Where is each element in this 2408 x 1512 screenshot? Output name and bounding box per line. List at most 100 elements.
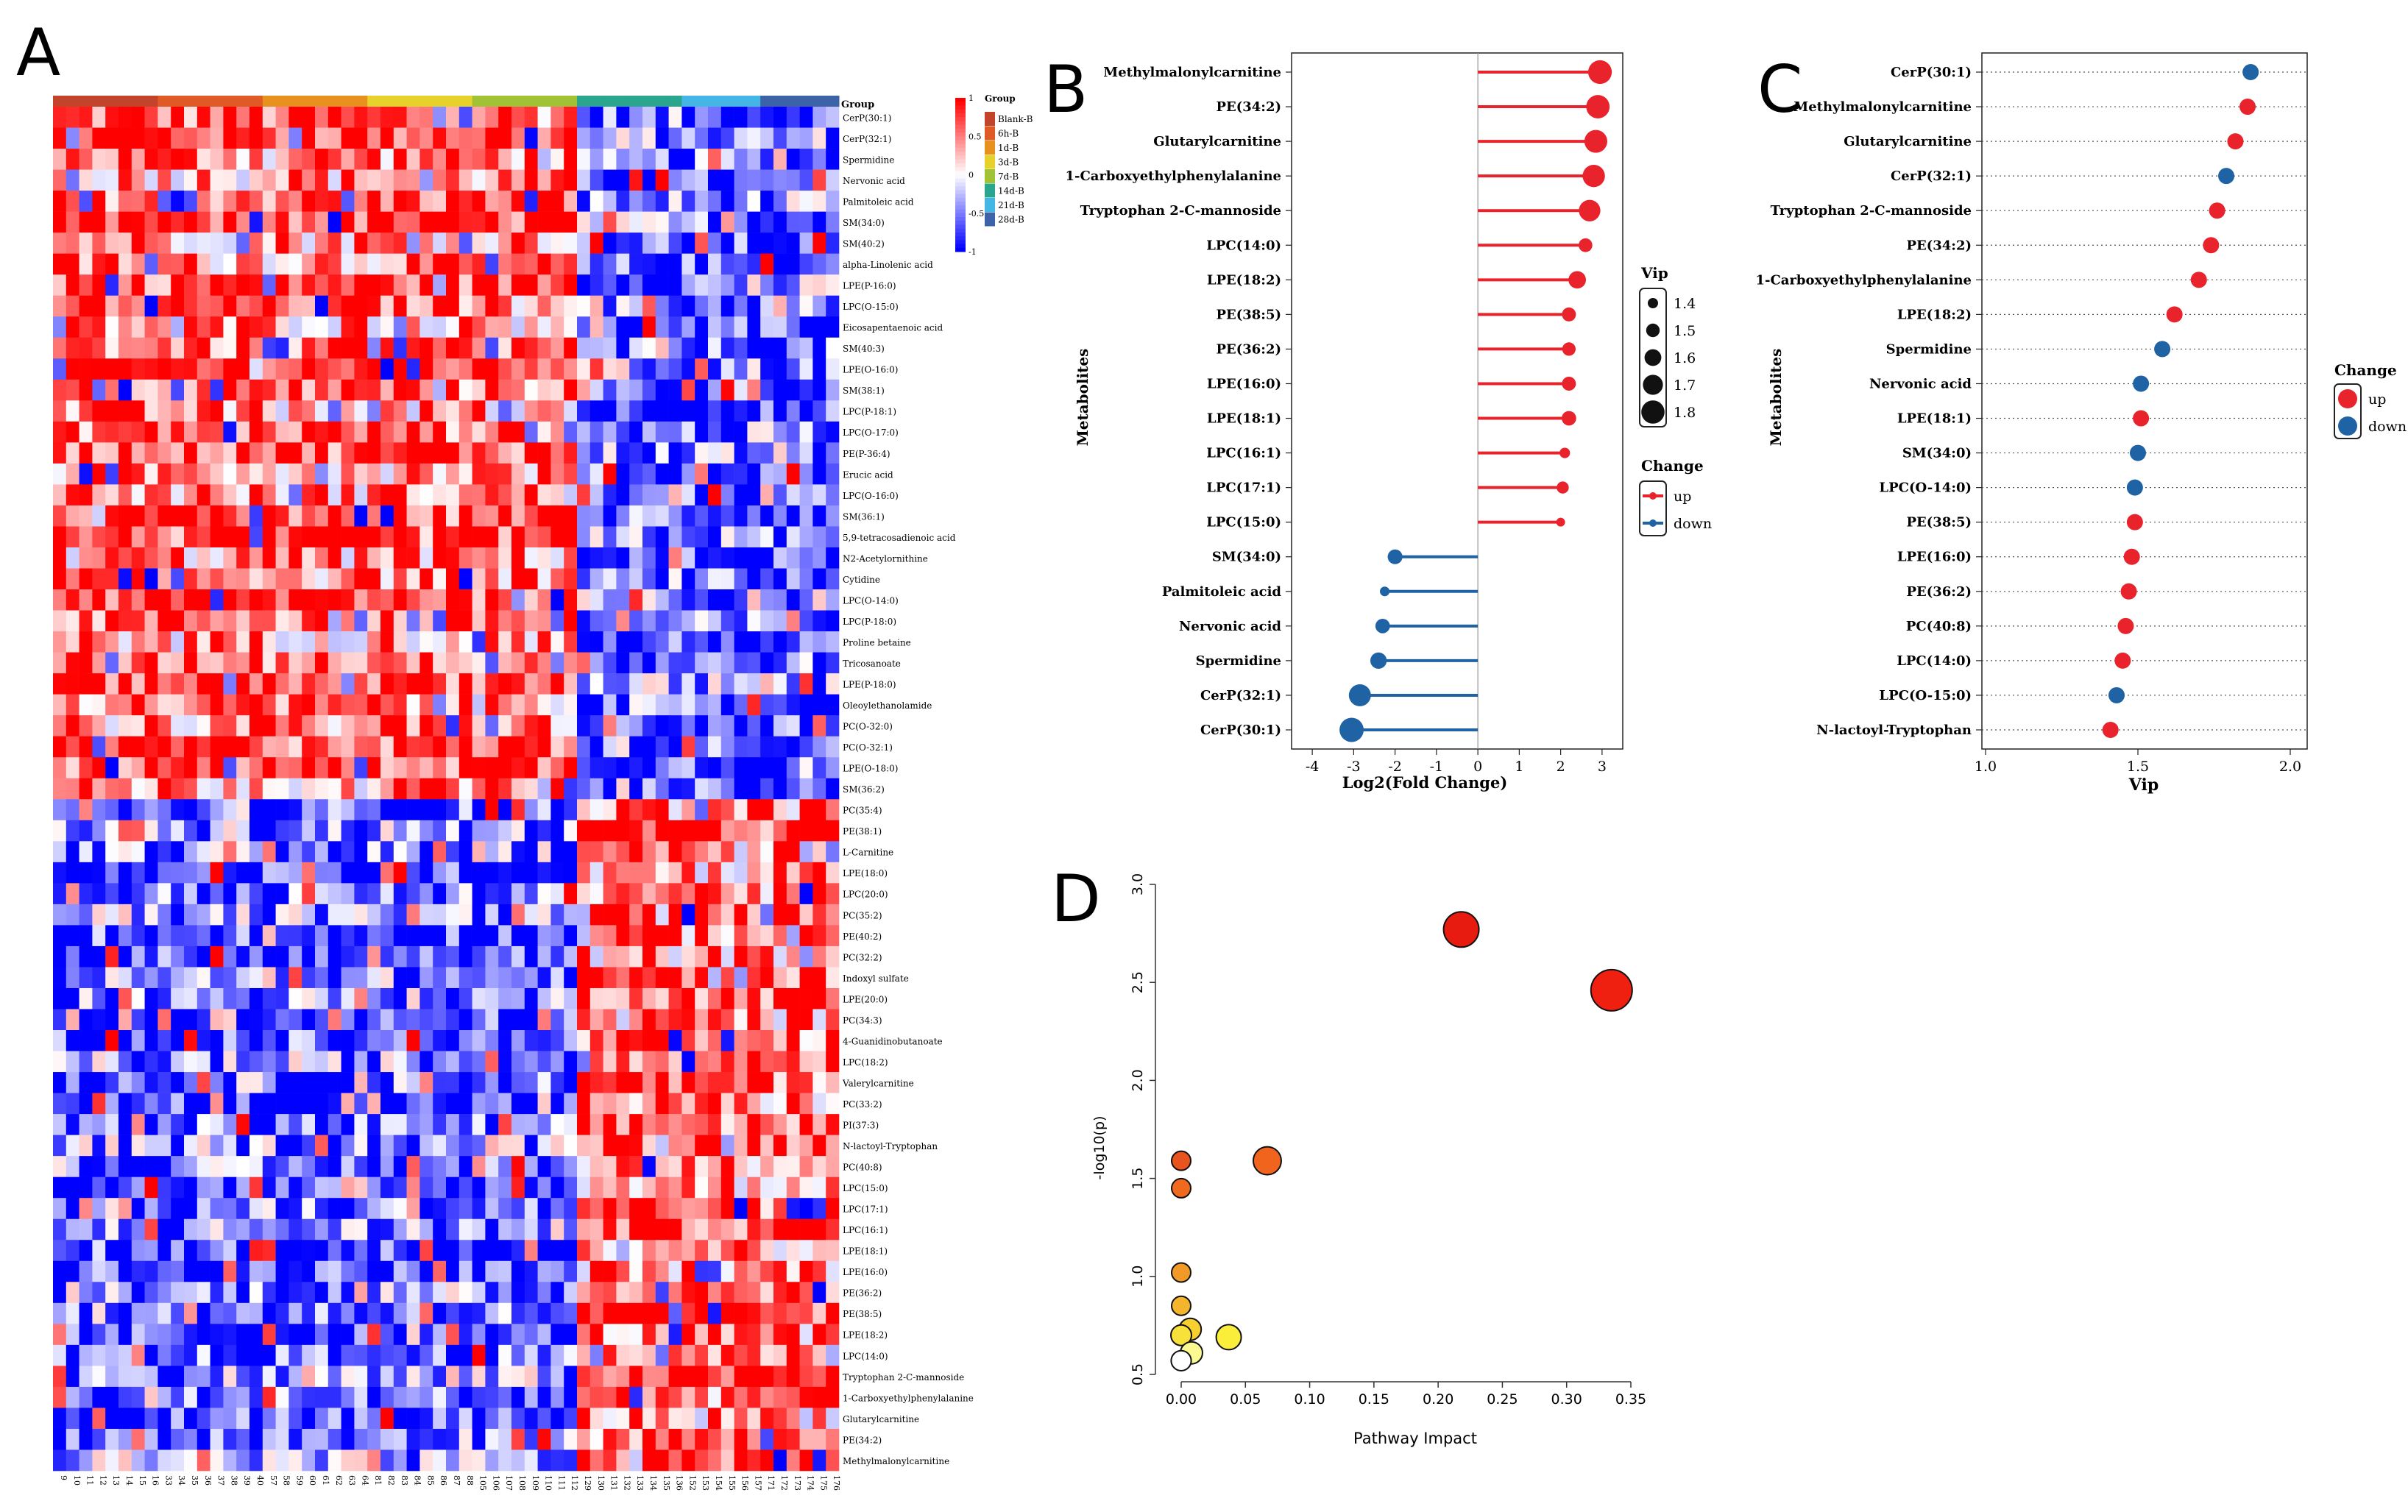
heatmap-column-label: 155 [727, 1475, 737, 1491]
heatmap-cell [406, 652, 420, 674]
heatmap-cell [498, 925, 512, 947]
heatmap-cell [773, 400, 787, 422]
heatmap-cell [616, 127, 630, 149]
heatmap-cell [380, 987, 394, 1009]
lollipop-x-tick-label: 2 [1557, 759, 1565, 775]
heatmap-cell [511, 1366, 525, 1388]
heatmap-cell [171, 484, 185, 506]
heatmap-cell [760, 1198, 774, 1220]
heatmap-cell [564, 841, 578, 863]
heatmap-cell [315, 967, 329, 989]
heatmap-cell [550, 463, 564, 485]
heatmap-cell [695, 1240, 709, 1262]
heatmap-cell [629, 652, 643, 674]
heatmap-cell [393, 987, 407, 1009]
heatmap-cell [262, 358, 276, 380]
heatmap-cell [642, 442, 656, 464]
heatmap-cell [210, 1218, 224, 1241]
heatmap-cell [708, 400, 722, 422]
heatmap-cell [472, 673, 486, 695]
heatmap-cell [236, 211, 250, 233]
heatmap-cell [223, 841, 237, 863]
heatmap-cell [184, 987, 198, 1009]
heatmap-cell [720, 1072, 734, 1093]
heatmap-cell [720, 421, 734, 443]
heatmap-cell [773, 211, 787, 233]
heatmap-row-label: LPC(O-16:0) [843, 491, 899, 501]
heatmap-cell [720, 1009, 734, 1031]
group-legend-swatch [985, 112, 995, 126]
heatmap-cell [184, 421, 198, 443]
lollipop-x-tick-label: -3 [1347, 759, 1361, 775]
heatmap-cell [236, 463, 250, 485]
heatmap-cell [53, 1366, 67, 1388]
heatmap-cell [354, 211, 368, 233]
heatmap-cell [144, 1449, 158, 1472]
heatmap-cell [236, 107, 250, 128]
heatmap-cell [262, 1302, 276, 1324]
heatmap-cell [433, 337, 447, 359]
heatmap-cell [537, 820, 551, 842]
heatmap-cell [564, 945, 578, 968]
heatmap-cell [681, 421, 695, 443]
heatmap-cell [760, 1072, 774, 1093]
heatmap-cell [419, 925, 433, 947]
heatmap-cell [419, 1324, 433, 1346]
heatmap-cell [485, 1240, 499, 1262]
heatmap-cell [550, 337, 564, 359]
heatmap-row-label: LPE(20:0) [843, 994, 888, 1004]
panel-label-a: A [16, 15, 60, 90]
color-scale-step [955, 209, 966, 214]
heatmap-cell [603, 1051, 617, 1073]
heatmap-cell [380, 610, 394, 632]
heatmap-column-label: 153 [701, 1475, 710, 1491]
heatmap-cell [131, 484, 145, 506]
vip-dot [2133, 410, 2150, 427]
heatmap-cell [681, 379, 695, 401]
heatmap-cell [472, 568, 486, 590]
heatmap-cell [157, 1030, 171, 1051]
heatmap-cell [695, 1176, 709, 1199]
heatmap-cell [210, 799, 224, 821]
heatmap-cell [655, 1324, 669, 1346]
heatmap-cell [773, 169, 787, 191]
heatmap-cell [773, 883, 787, 905]
heatmap-cell [446, 1449, 460, 1472]
lollipop-dot [1348, 684, 1371, 706]
heatmap-cell [760, 987, 774, 1009]
heatmap-cell [157, 1072, 171, 1093]
heatmap-cell [223, 233, 237, 254]
color-scale-tick: 1 [968, 93, 974, 103]
heatmap-cell [485, 547, 499, 569]
heatmap-cell [419, 358, 433, 380]
heatmap-cell [655, 1114, 669, 1135]
heatmap-cell [642, 295, 656, 317]
heatmap-column-label: 10 [72, 1475, 82, 1486]
heatmap-cell [485, 337, 499, 359]
heatmap-cell [773, 568, 787, 590]
heatmap-cell [144, 484, 158, 506]
heatmap-cell [472, 1366, 486, 1388]
heatmap-cell [79, 610, 93, 632]
group-bar-cell [302, 96, 316, 107]
color-scale-step [955, 163, 966, 168]
heatmap-cell [773, 421, 787, 443]
heatmap-cell [708, 274, 722, 297]
pathway-bubble [1590, 968, 1633, 1012]
heatmap-cell [367, 1240, 381, 1262]
heatmap-cell [315, 1282, 329, 1304]
heatmap-cell [799, 1072, 813, 1093]
heatmap-cell [65, 253, 79, 275]
heatmap-cell [302, 316, 316, 338]
heatmap-cell [734, 274, 748, 297]
heatmap-cell [720, 127, 734, 149]
heatmap-cell [433, 1114, 447, 1135]
heatmap-cell [341, 1449, 355, 1472]
heatmap-cell [184, 1324, 198, 1346]
heatmap-cell [681, 1366, 695, 1388]
heatmap-cell [773, 1114, 787, 1135]
heatmap-cell [708, 1366, 722, 1388]
heatmap-cell [65, 778, 79, 800]
heatmap-cell [760, 820, 774, 842]
heatmap-column-label: 132 [622, 1475, 631, 1491]
